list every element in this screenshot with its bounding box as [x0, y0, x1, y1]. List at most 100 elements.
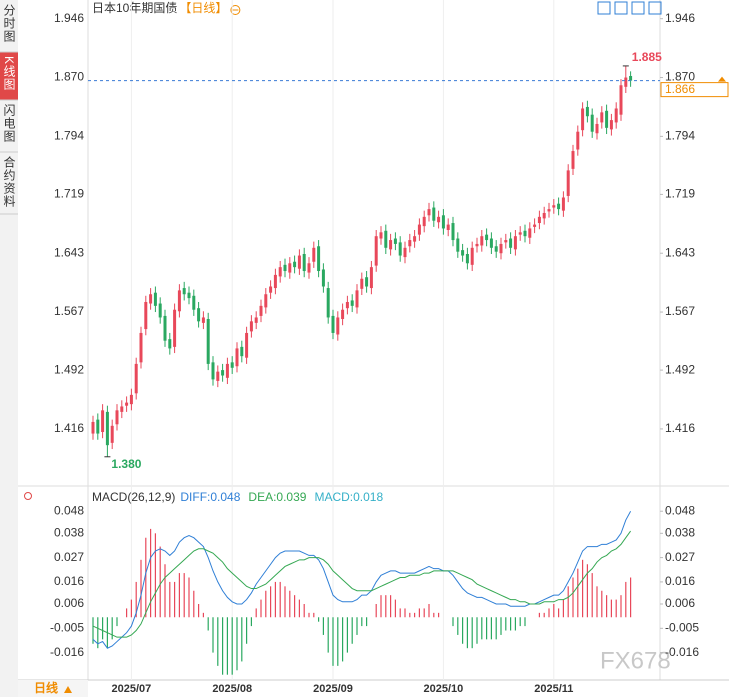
- y-tick-label-right: 1.870: [665, 70, 695, 84]
- candle-body: [345, 301, 349, 309]
- y-tick-label-left: 0.027: [54, 550, 84, 564]
- period-arrow[interactable]: [64, 686, 72, 693]
- candle-body: [624, 77, 628, 87]
- x-tick-label: 2025/10: [424, 683, 464, 695]
- chart-title: 日本10年期国债: [92, 1, 177, 15]
- candle-body: [403, 247, 407, 258]
- period-button[interactable]: 日线: [34, 680, 58, 695]
- y-tick-label-right: 1.794: [665, 129, 695, 143]
- candle-body: [417, 224, 421, 235]
- candle-body: [480, 236, 484, 246]
- candle-body: [115, 410, 119, 425]
- legend-entry: MACD:0.018: [314, 490, 383, 504]
- y-tick-label-right: -0.005: [665, 620, 699, 634]
- toolbar[interactable]: [597, 1, 662, 15]
- candle-body: [600, 112, 604, 123]
- y-tick-label-right: 1.719: [665, 187, 695, 201]
- candle-body: [302, 253, 306, 272]
- candle-body: [629, 75, 633, 81]
- y-tick-label-right: 1.416: [665, 421, 695, 435]
- y-tick-label-left: 0.016: [54, 574, 84, 588]
- candle-body: [297, 255, 301, 269]
- candle-body: [187, 292, 191, 299]
- y-tick-label-right: 1.492: [665, 362, 695, 376]
- candle-body: [456, 238, 460, 252]
- candle-body: [288, 263, 292, 273]
- sidebar-tab[interactable]: K线图: [2, 56, 16, 91]
- candle-body: [590, 114, 594, 132]
- candle-body: [96, 419, 100, 434]
- y-tick-label-right: 0.027: [665, 550, 695, 564]
- candle-body: [393, 238, 397, 244]
- candle-body: [557, 203, 561, 210]
- candle-body: [283, 264, 287, 272]
- y-tick-label-right: 0.038: [665, 525, 695, 539]
- y-tick-label-left: 1.492: [54, 362, 84, 376]
- y-tick-label-left: 0.006: [54, 596, 84, 610]
- candle-body: [317, 246, 321, 272]
- y-tick-label-right: 1.567: [665, 304, 695, 318]
- y-tick-label-left: 0.038: [54, 525, 84, 539]
- candle-body: [561, 197, 565, 211]
- candle-body: [221, 370, 225, 376]
- y-tick-label-right: 1.946: [665, 11, 695, 25]
- tool-icon[interactable]: [648, 1, 662, 15]
- candle-body: [326, 288, 330, 318]
- tool-icon[interactable]: [614, 1, 628, 15]
- period-label: 【日线】: [179, 1, 227, 15]
- sidebar-tab[interactable]: 合约资料: [2, 155, 16, 208]
- candle-body: [201, 317, 205, 323]
- candle-body: [264, 294, 268, 308]
- y-tick-label-right: 0.006: [665, 596, 695, 610]
- candle-body: [134, 363, 138, 394]
- y-tick-label-right: -0.016: [665, 645, 699, 659]
- candle-body: [581, 108, 585, 131]
- candle-body: [240, 346, 244, 357]
- tool-icon[interactable]: [631, 1, 645, 15]
- candle-body: [293, 261, 297, 268]
- candle-body: [120, 406, 124, 412]
- candle-body: [379, 232, 383, 239]
- candle-body: [518, 232, 522, 235]
- y-tick-label-right: 0.048: [665, 503, 695, 517]
- candle-body: [211, 362, 215, 380]
- candle-body: [91, 421, 95, 434]
- candle-body: [451, 223, 455, 241]
- candle-body: [153, 292, 157, 306]
- sidebar: [0, 0, 18, 697]
- candle-body: [513, 236, 517, 250]
- candle-body: [446, 224, 450, 231]
- candle-body: [158, 303, 162, 318]
- legend-entry: DEA:0.039: [248, 490, 306, 504]
- candle-body: [177, 290, 181, 312]
- y-tick-label-left: -0.016: [50, 645, 84, 659]
- candle-body: [427, 209, 431, 216]
- sidebar-tab[interactable]: 分时图: [2, 4, 16, 43]
- candle-body: [441, 215, 445, 229]
- candle-body: [149, 294, 153, 304]
- settings-icon[interactable]: [24, 492, 32, 500]
- candle-body: [249, 321, 253, 332]
- add-icon[interactable]: [230, 5, 241, 15]
- candle-body: [182, 288, 186, 295]
- tool-icon[interactable]: [597, 1, 611, 15]
- candle-body: [365, 277, 369, 287]
- candle-body: [355, 290, 359, 308]
- macd-line: [92, 510, 632, 649]
- legend-entry: DIFF:0.048: [180, 490, 240, 504]
- candle-body: [389, 240, 393, 250]
- max-label: 1.885: [632, 50, 662, 64]
- candle-body: [398, 242, 402, 256]
- candle-body: [273, 274, 277, 289]
- candle-body: [269, 286, 273, 293]
- y-tick-label-left: 1.870: [54, 70, 84, 84]
- last-price-box: [660, 82, 729, 98]
- candle-body: [489, 238, 493, 248]
- sidebar-tab[interactable]: 闪电图: [2, 104, 16, 143]
- active-tab-bg: [0, 52, 18, 100]
- candle-body: [235, 348, 239, 367]
- y-tick-label-left: 0.048: [54, 503, 84, 517]
- candle-body: [173, 309, 177, 347]
- macd-title: MACD(26,12,9): [92, 490, 175, 504]
